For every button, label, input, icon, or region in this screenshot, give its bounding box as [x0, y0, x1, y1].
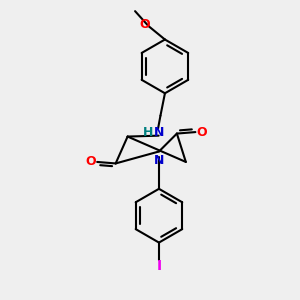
- Text: I: I: [156, 260, 161, 274]
- Text: O: O: [196, 126, 207, 139]
- Text: N: N: [154, 126, 164, 139]
- Text: H: H: [143, 126, 154, 139]
- Text: N: N: [154, 154, 164, 167]
- Text: O: O: [140, 18, 150, 31]
- Text: O: O: [86, 155, 97, 168]
